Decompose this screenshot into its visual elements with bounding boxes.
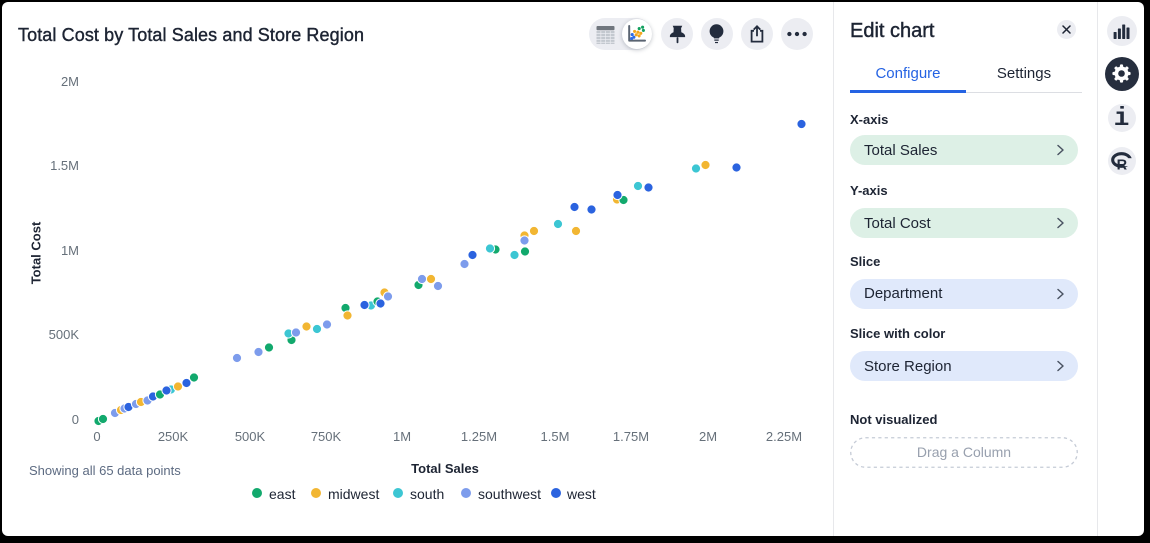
svg-text:R: R <box>1116 157 1127 171</box>
